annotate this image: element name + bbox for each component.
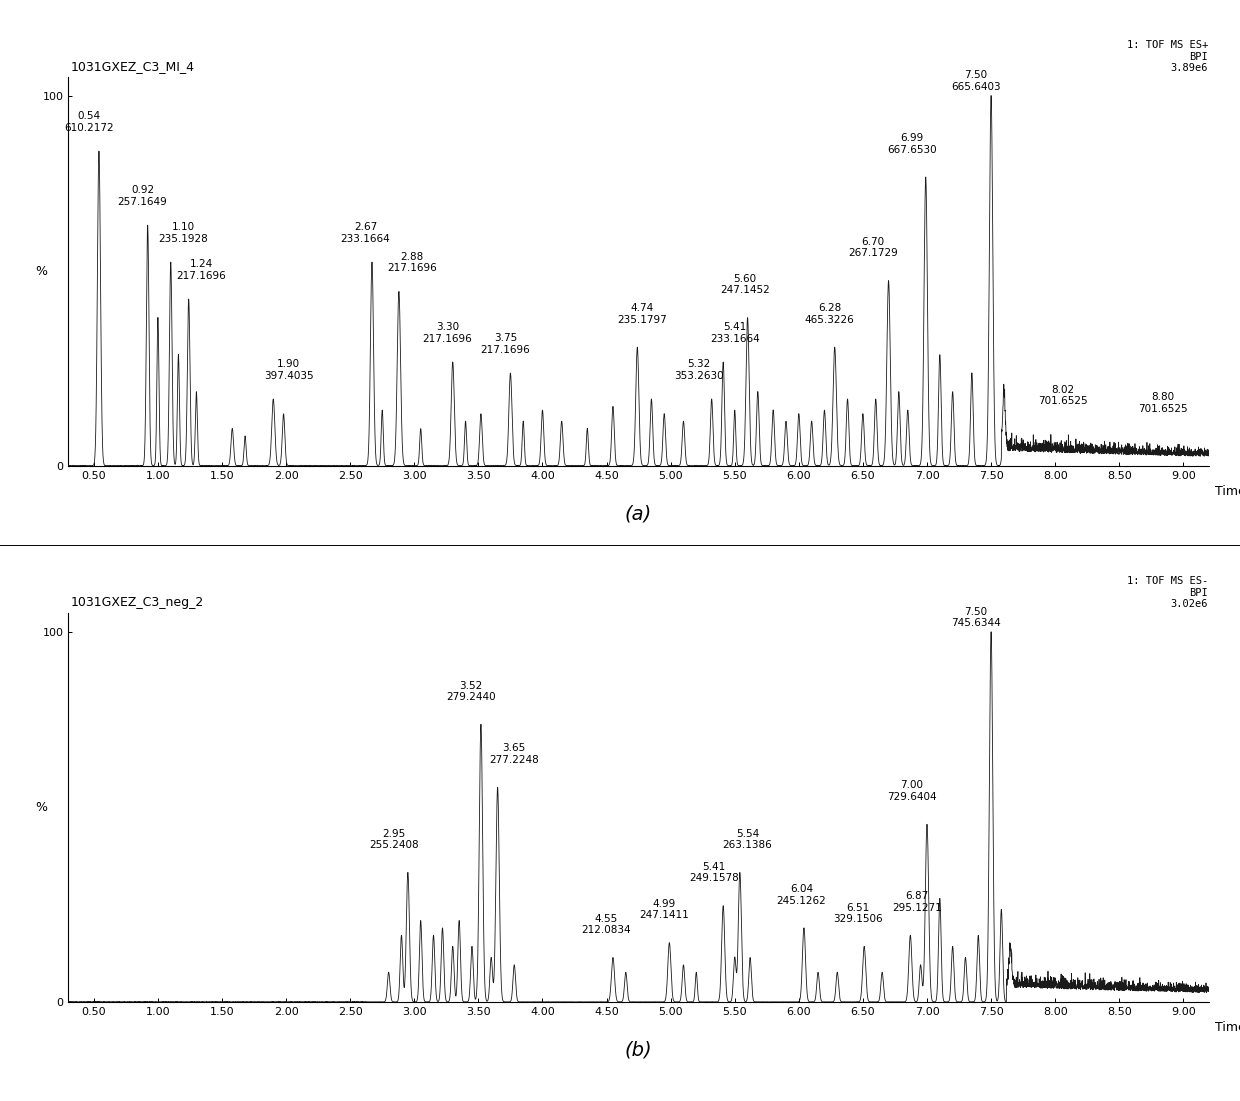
- Text: 1031GXEZ_C3_neg_2: 1031GXEZ_C3_neg_2: [71, 597, 203, 610]
- Text: Time: Time: [1215, 1022, 1240, 1034]
- Text: 3.52
279.2440: 3.52 279.2440: [446, 680, 496, 702]
- Text: 4.55
212.0834: 4.55 212.0834: [582, 914, 631, 935]
- Text: 2.67
233.1664: 2.67 233.1664: [341, 222, 391, 243]
- Text: 2.95
255.2408: 2.95 255.2408: [370, 829, 419, 850]
- Text: 3.30
217.1696: 3.30 217.1696: [423, 321, 472, 344]
- Text: 7.50
745.6344: 7.50 745.6344: [951, 607, 1001, 629]
- Text: 3.75
217.1696: 3.75 217.1696: [480, 333, 531, 355]
- Text: 7.50
665.6403: 7.50 665.6403: [951, 70, 1001, 91]
- Text: 6.51
329.1506: 6.51 329.1506: [833, 903, 883, 924]
- Text: 8.02
701.6525: 8.02 701.6525: [1038, 385, 1087, 406]
- Text: %: %: [36, 265, 47, 277]
- Text: 5.60
247.1452: 5.60 247.1452: [720, 274, 770, 295]
- Text: 1031GXEZ_C3_MI_4: 1031GXEZ_C3_MI_4: [71, 61, 195, 73]
- Text: 5.41
233.1664: 5.41 233.1664: [709, 321, 760, 344]
- Text: 6.04
245.1262: 6.04 245.1262: [776, 884, 826, 906]
- Text: 8.80
701.6525: 8.80 701.6525: [1138, 392, 1188, 414]
- Text: 2.88
217.1696: 2.88 217.1696: [387, 252, 436, 273]
- Text: 3.65
277.2248: 3.65 277.2248: [490, 743, 539, 765]
- Text: 7.00
729.6404: 7.00 729.6404: [887, 781, 936, 802]
- Text: 5.41
249.1578: 5.41 249.1578: [689, 862, 739, 883]
- Text: 1: TOF MS ES+
BPI
3.89e6: 1: TOF MS ES+ BPI 3.89e6: [1127, 40, 1208, 73]
- Text: 5.32
353.2630: 5.32 353.2630: [675, 359, 724, 381]
- Text: 1.90
397.4035: 1.90 397.4035: [264, 359, 314, 381]
- Text: 0.54
610.2172: 0.54 610.2172: [64, 111, 114, 132]
- Text: 1: TOF MS ES-
BPI
3.02e6: 1: TOF MS ES- BPI 3.02e6: [1127, 576, 1208, 610]
- Text: 6.87
295.1271: 6.87 295.1271: [892, 892, 941, 913]
- Text: 4.99
247.1411: 4.99 247.1411: [640, 898, 689, 920]
- Text: (a): (a): [625, 504, 652, 523]
- Text: Time: Time: [1215, 486, 1240, 498]
- Text: 1.10
235.1928: 1.10 235.1928: [159, 222, 208, 243]
- Text: 1.24
217.1696: 1.24 217.1696: [176, 259, 227, 281]
- Text: 4.74
235.1797: 4.74 235.1797: [618, 304, 667, 325]
- Text: 0.92
257.1649: 0.92 257.1649: [118, 185, 167, 207]
- Text: 5.54
263.1386: 5.54 263.1386: [723, 829, 773, 850]
- Text: 6.70
267.1729: 6.70 267.1729: [848, 237, 898, 259]
- Text: 6.28
465.3226: 6.28 465.3226: [805, 304, 854, 325]
- Text: 6.99
667.6530: 6.99 667.6530: [887, 133, 936, 155]
- Text: %: %: [36, 802, 47, 814]
- Text: (b): (b): [625, 1040, 652, 1060]
